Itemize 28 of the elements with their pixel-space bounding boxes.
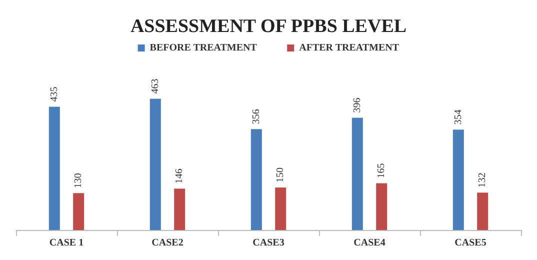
x-tick-label: CASE 1 [49,238,84,248]
bar [275,187,286,230]
legend-label: BEFORE TREATMENT [150,42,258,54]
data-label: 130 [73,173,84,188]
bar [250,129,262,230]
bar [48,106,60,230]
data-label: 150 [275,167,286,182]
bar [477,192,488,230]
bar [73,193,84,230]
bar [376,183,388,230]
data-label: 146 [174,168,186,184]
data-label: 165 [376,163,388,178]
bar [174,188,186,230]
x-tick-label: CASE4 [354,238,386,248]
data-label: 356 [250,109,262,124]
data-label: 396 [352,98,363,113]
data-label: 132 [477,172,488,188]
bar [452,130,464,230]
bar [150,98,161,230]
data-label: 463 [150,78,161,94]
chart-title: ASSESSMENT OF PPBS LEVEL [130,16,407,37]
x-tick-label: CASE2 [152,238,184,248]
x-tick-label: CASE3 [252,238,284,248]
bar [352,118,363,230]
x-tick-label: CASE5 [454,238,486,248]
data-label: 354 [452,110,464,125]
legend-label: AFTER TREATMENT [299,42,400,54]
data-label: 435 [48,86,60,102]
